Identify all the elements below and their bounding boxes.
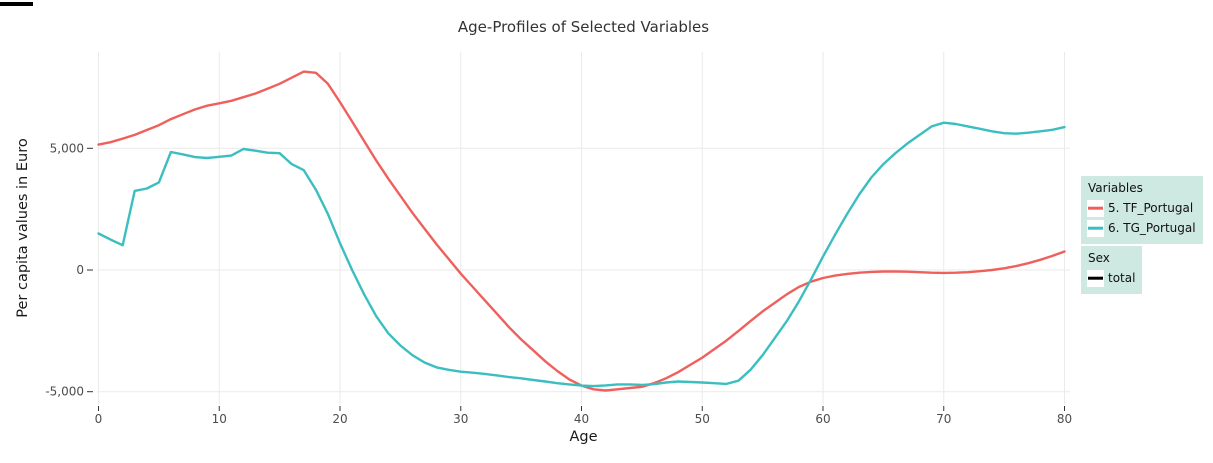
legend-item-label: 5. TF_Portugal: [1108, 201, 1194, 215]
y-tick-label: -5,000: [45, 385, 84, 399]
legend-sex-title: Sex: [1088, 251, 1110, 265]
legend-key-swatch: [1087, 199, 1104, 217]
x-tick-label: 10: [212, 412, 227, 426]
legend-item: 6. TG_Portugal: [1087, 218, 1196, 238]
legend-item-label: total: [1108, 271, 1136, 285]
series-line--tg-portugal: [97, 121, 1066, 388]
legend-sex: Sex total: [1081, 246, 1143, 294]
x-tick-label: 70: [936, 412, 951, 426]
x-tick-label: 60: [815, 412, 830, 426]
x-tick-label: 80: [1057, 412, 1072, 426]
legend-item: total: [1087, 268, 1135, 288]
legend-item-label: 6. TG_Portugal: [1108, 221, 1196, 235]
chart-title: Age-Profiles of Selected Variables: [457, 18, 710, 36]
x-tick-label: 0: [95, 412, 103, 426]
x-tick-label: 30: [453, 412, 468, 426]
legend-key-line: [1088, 206, 1103, 210]
legend-variables-title: Variables: [1088, 181, 1143, 195]
x-axis-title: Age: [569, 429, 598, 445]
legend-variables: Variables 5. TF_Portugal 6. TG_Portugal: [1081, 176, 1203, 244]
corner-artifact-mark: [0, 2, 33, 6]
legend-key-swatch: [1087, 219, 1104, 237]
legend-key-line: [1088, 226, 1103, 230]
y-tick-label: 0: [76, 263, 84, 277]
x-tick-label: 50: [695, 412, 710, 426]
y-tick-label: 5,000: [50, 141, 84, 155]
legend-key-line: [1088, 276, 1103, 280]
x-tick-label: 20: [332, 412, 347, 426]
legend-key-swatch: [1087, 269, 1104, 287]
legend-item: 5. TF_Portugal: [1087, 198, 1196, 218]
x-tick-label: 40: [574, 412, 589, 426]
